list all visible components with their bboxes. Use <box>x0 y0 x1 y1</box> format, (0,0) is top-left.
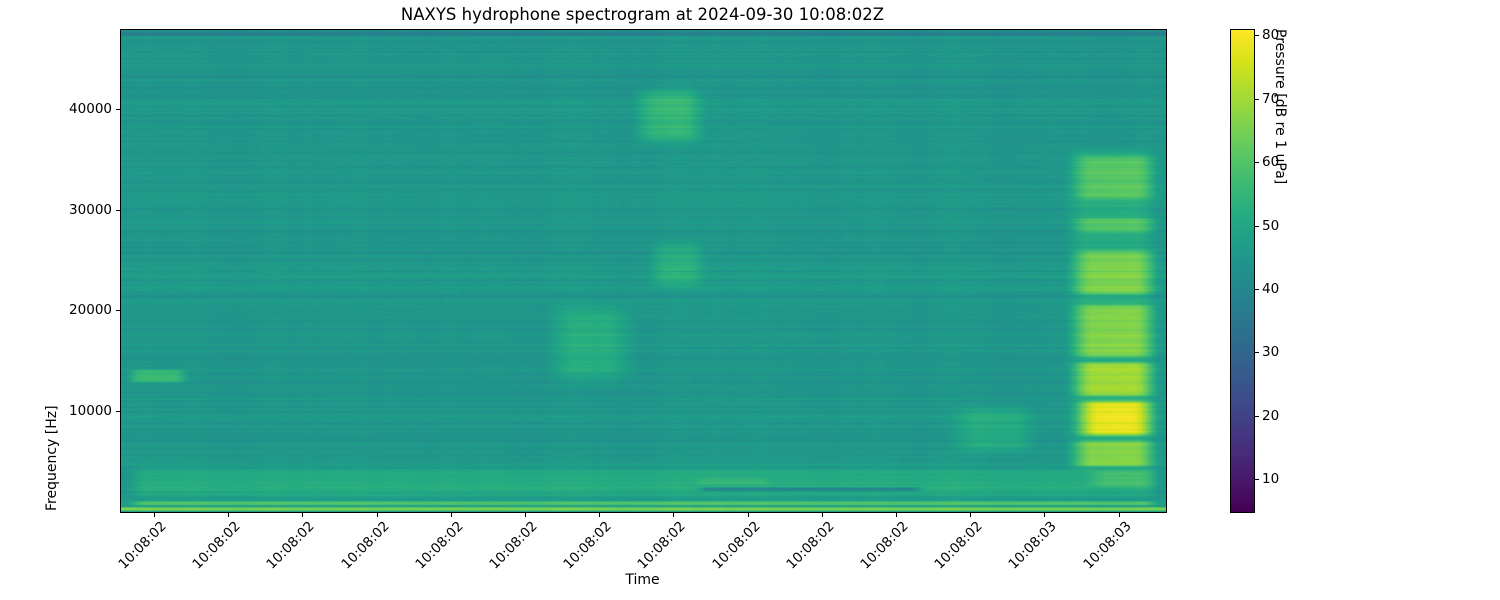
y-tick-mark <box>116 109 120 111</box>
x-tick-label: 10:08:02 <box>783 518 838 573</box>
colorbar-tick-mark <box>1255 415 1259 417</box>
x-tick-label: 10:08:03 <box>1005 518 1060 573</box>
x-tick-mark <box>673 513 675 517</box>
y-tick-mark <box>116 310 120 312</box>
colorbar-tick-mark <box>1255 289 1259 291</box>
x-tick-mark <box>1118 513 1120 517</box>
x-tick-mark <box>376 513 378 517</box>
colorbar-tick-mark <box>1255 98 1259 100</box>
x-tick-label: 10:08:02 <box>189 518 244 573</box>
colorbar-tick-mark <box>1255 479 1259 481</box>
x-tick-mark <box>970 513 972 517</box>
colorbar-label: Pressure [dB re 1 uPa] <box>1272 29 1288 185</box>
x-tick-mark <box>1044 513 1046 517</box>
y-tick-label: 40000 <box>69 101 112 118</box>
x-tick-label: 10:08:02 <box>412 518 467 573</box>
x-tick-label: 10:08:02 <box>931 518 986 573</box>
y-tick-label: 10000 <box>69 402 112 419</box>
x-tick-label: 10:08:02 <box>560 518 615 573</box>
x-tick-label: 10:08:02 <box>263 518 319 573</box>
colorbar-tick-label: 40 <box>1262 281 1280 298</box>
colorbar-tick-label: 20 <box>1262 407 1280 424</box>
x-tick-mark <box>302 513 304 517</box>
y-tick-label: 30000 <box>69 201 112 218</box>
x-tick-label: 10:08:03 <box>1079 518 1135 573</box>
x-tick-mark <box>821 513 823 517</box>
x-tick-mark <box>450 513 452 517</box>
x-axis-label: Time <box>625 572 660 588</box>
y-axis-label: Frequency [Hz] <box>44 405 60 511</box>
y-tick-mark <box>116 209 120 211</box>
x-tick-label: 10:08:02 <box>115 518 170 573</box>
y-tick-mark <box>116 410 120 412</box>
colorbar-tick-mark <box>1255 162 1259 164</box>
colorbar-gradient <box>1231 30 1254 512</box>
colorbar-tick-label: 50 <box>1262 217 1280 234</box>
x-tick-label: 10:08:02 <box>634 518 689 573</box>
spectrogram-image <box>121 30 1166 512</box>
y-tick-label: 20000 <box>69 302 112 319</box>
colorbar-tick-label: 30 <box>1262 344 1280 361</box>
colorbar-tick-label: 10 <box>1262 471 1280 488</box>
colorbar-tick-label: 80 <box>1262 27 1280 44</box>
x-tick-label: 10:08:02 <box>708 518 764 573</box>
x-tick-mark <box>599 513 601 517</box>
x-tick-label: 10:08:02 <box>857 518 912 573</box>
colorbar-tick-mark <box>1255 35 1259 37</box>
x-tick-mark <box>154 513 156 517</box>
colorbar-tick-mark <box>1255 225 1259 227</box>
chart-title: NAXYS hydrophone spectrogram at 2024-09-… <box>400 5 885 24</box>
x-tick-mark <box>228 513 230 517</box>
x-tick-mark <box>747 513 749 517</box>
colorbar-tick-label: 60 <box>1262 154 1280 171</box>
x-tick-mark <box>895 513 897 517</box>
colorbar-tick-label: 70 <box>1262 90 1280 107</box>
x-tick-mark <box>524 513 526 517</box>
colorbar-tick-mark <box>1255 352 1259 354</box>
x-tick-label: 10:08:02 <box>486 518 541 573</box>
x-tick-label: 10:08:02 <box>338 518 393 573</box>
colorbar <box>1230 29 1255 513</box>
plot-area <box>120 29 1167 513</box>
